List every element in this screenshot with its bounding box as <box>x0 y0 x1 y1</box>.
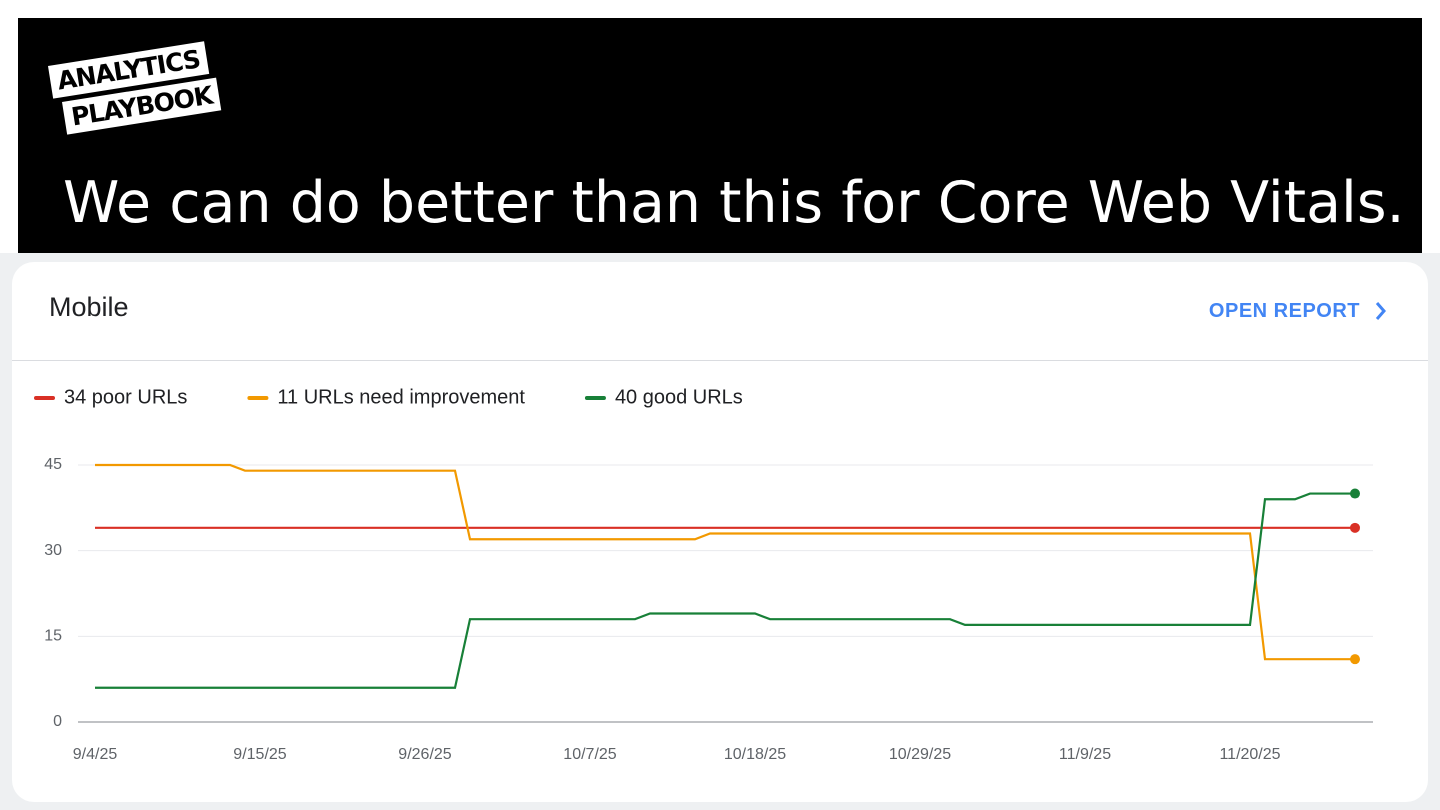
x-tick-label: 9/15/25 <box>233 746 286 763</box>
chevron-icon[interactable] <box>1374 300 1388 322</box>
x-tick-label: 10/29/25 <box>889 746 951 763</box>
x-tick-label: 9/26/25 <box>398 746 451 763</box>
divider <box>12 360 1428 361</box>
end-point <box>1350 488 1360 499</box>
header: ANALYTICS PLAYBOOK We can do better than… <box>18 18 1422 253</box>
x-tick-label: 10/7/25 <box>563 746 616 763</box>
end-point <box>1350 654 1360 665</box>
x-tick-label: 11/9/25 <box>1059 746 1111 763</box>
headline: We can do better than this for Core Web … <box>63 170 1405 236</box>
series-line <box>95 492 1355 689</box>
y-tick-label: 30 <box>44 542 62 559</box>
y-tick-label: 45 <box>44 456 62 473</box>
x-tick-label: 9/4/25 <box>73 746 118 763</box>
x-tick-label: 11/20/25 <box>1219 746 1280 763</box>
y-tick-label: 15 <box>44 628 62 645</box>
legend-label: 34 poor URLs <box>64 386 187 408</box>
series-line <box>95 463 1355 661</box>
legend-label: 40 good URLs <box>615 386 743 408</box>
open-report-link[interactable]: OPEN REPORT <box>1208 300 1360 322</box>
legend-label: 11 URLs need improvement <box>277 386 525 408</box>
x-tick-label: 10/18/25 <box>724 746 786 763</box>
background: Mobile OPEN REPORT <box>0 253 1440 810</box>
y-tick-label: 0 <box>53 713 62 730</box>
card-title: Mobile <box>49 292 129 322</box>
end-point <box>1350 522 1360 533</box>
card: Mobile OPEN REPORT <box>12 262 1428 802</box>
